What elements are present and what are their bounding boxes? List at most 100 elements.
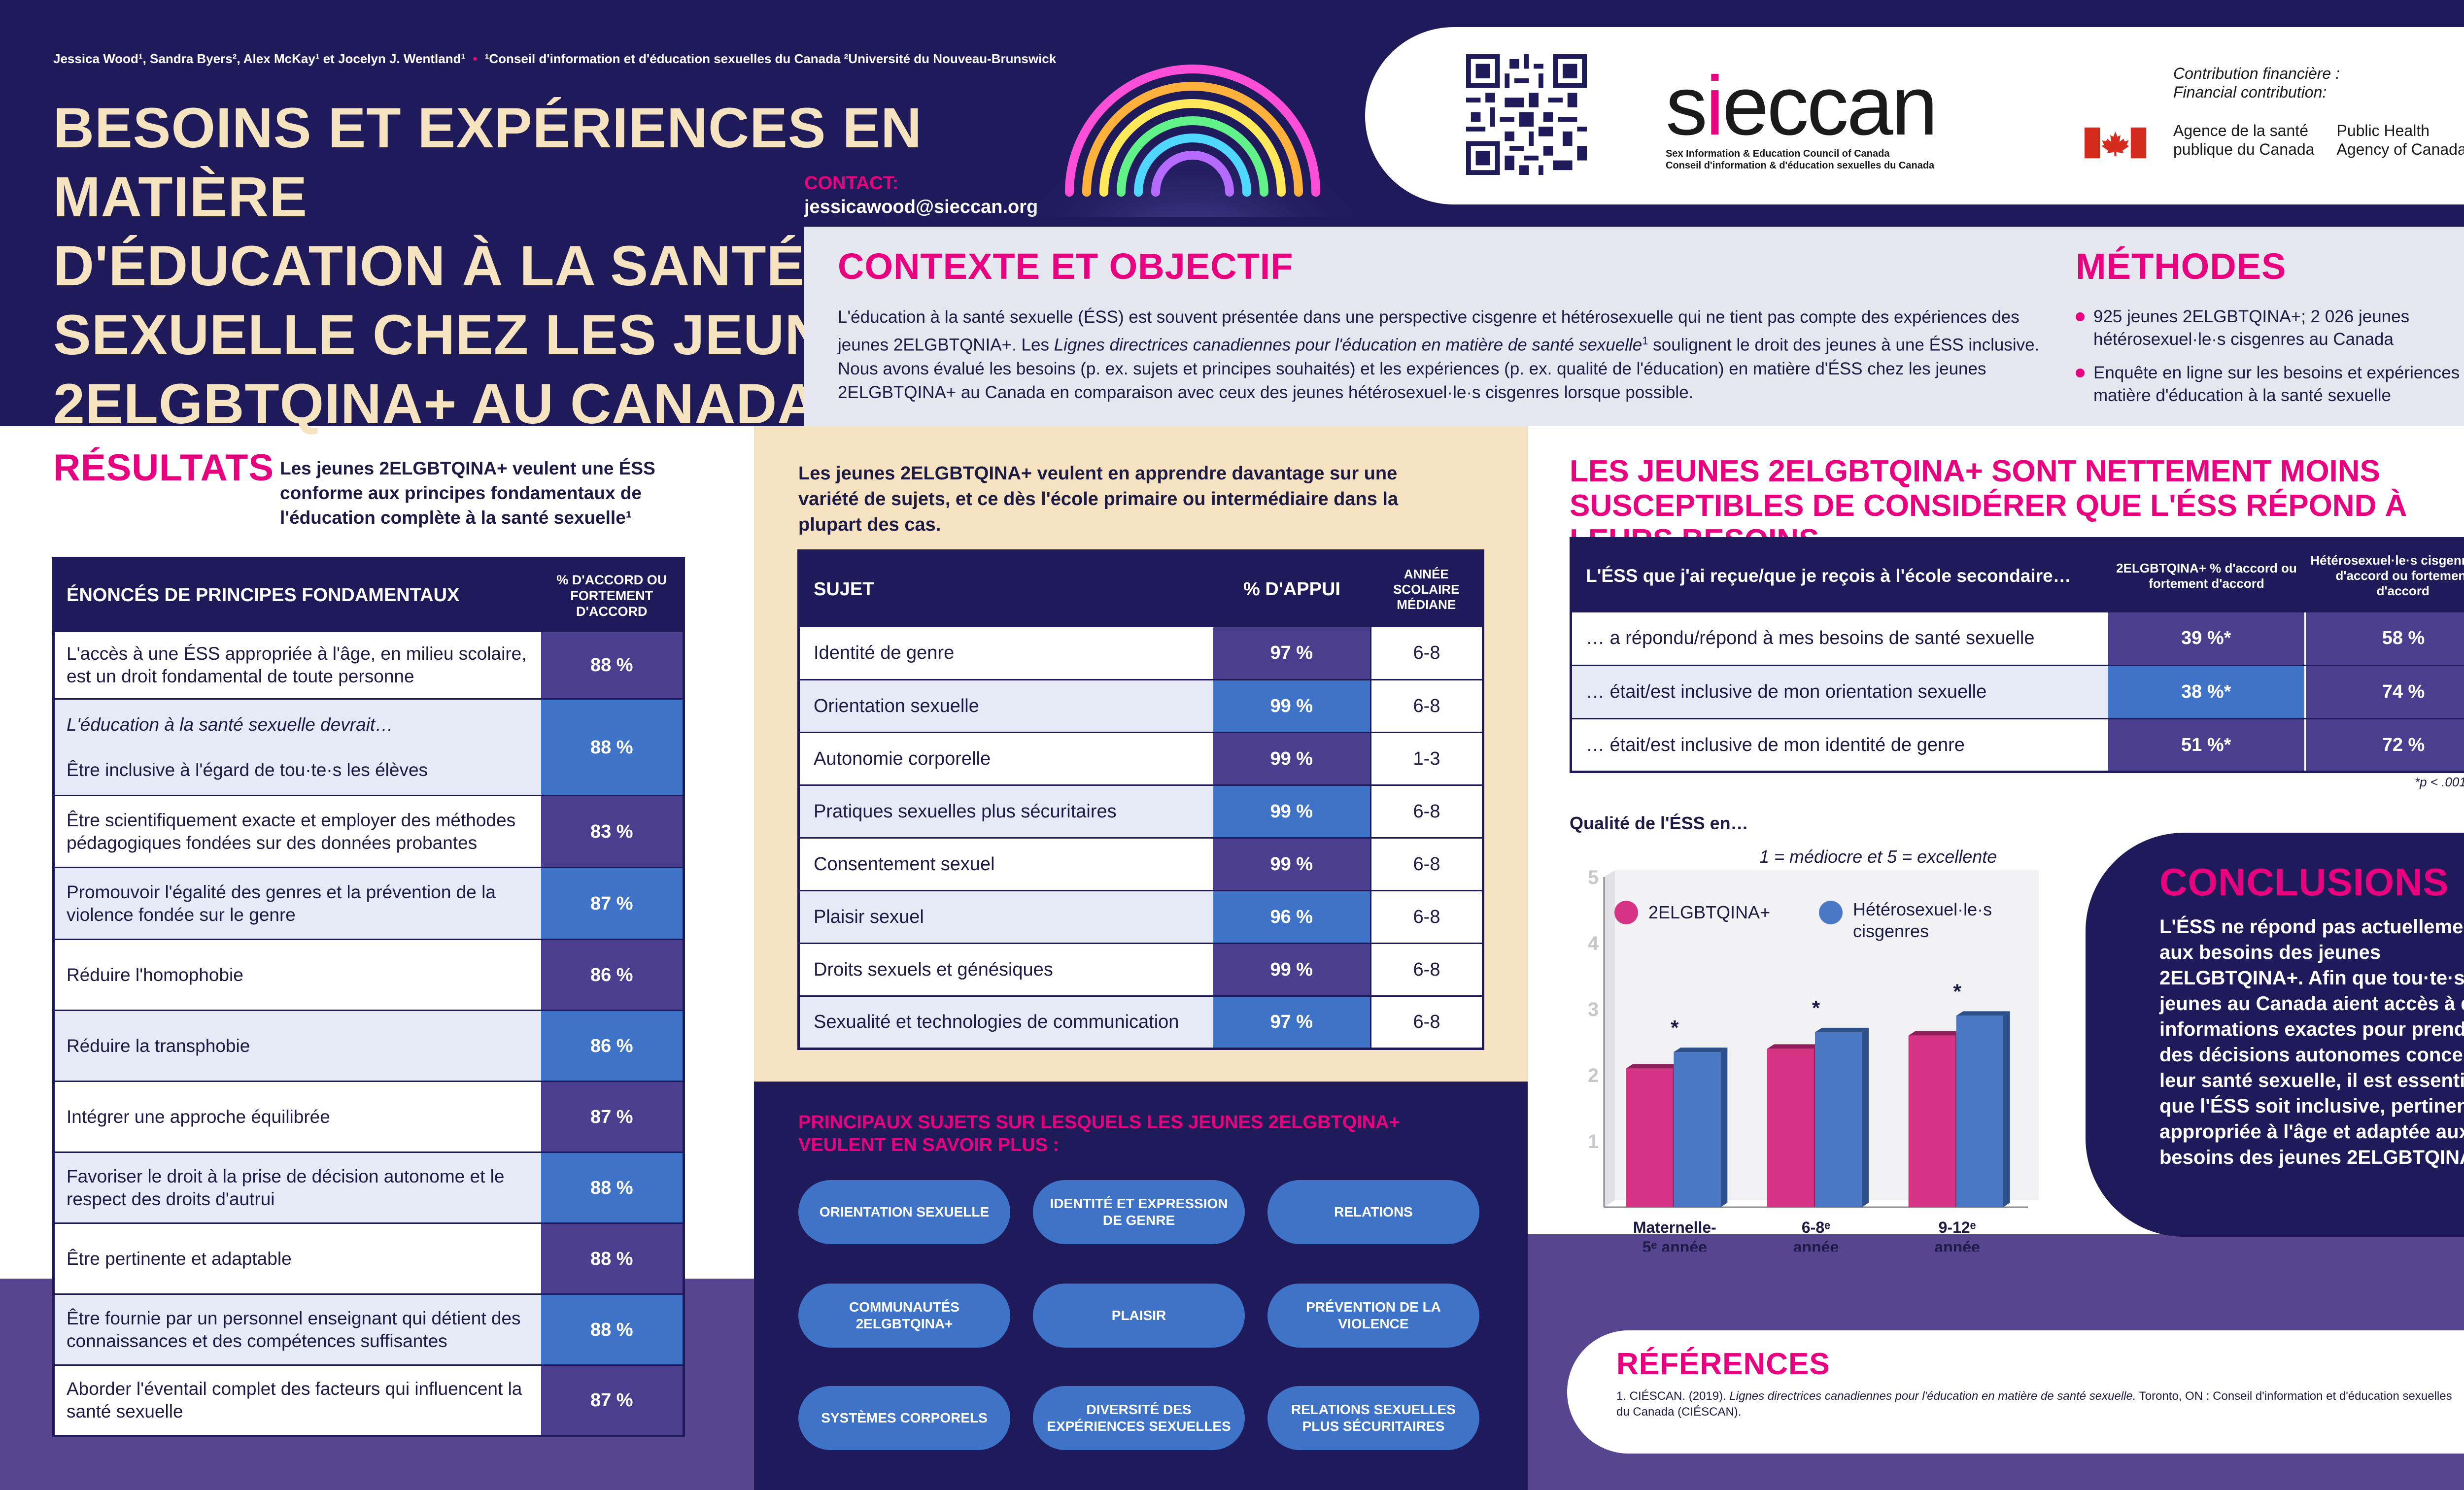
contact-label: CONTACT: — [804, 173, 899, 194]
topic-pill: COMMUNAUTÉS 2ELGBTQINA+ — [798, 1284, 1010, 1348]
table-row: Intégrer une approche équilibrée 87 % — [53, 1081, 684, 1153]
bar — [1956, 1016, 2003, 1207]
title-line: SEXUELLE CHEZ LES JEUNES — [53, 304, 903, 367]
agency-name-en: Public Health Agency of Canada — [2336, 122, 2464, 158]
column-header: SUJET — [798, 550, 1213, 627]
methods-heading: MÉTHODES — [2076, 246, 2287, 287]
references-panel — [1567, 1330, 2464, 1454]
topics-table: SUJET % D'APPUI ANNÉE SCOLAIRE MÉDIANE I… — [797, 549, 1484, 1050]
methods-item: Enquête en ligne sur les besoins et expé… — [2076, 362, 2464, 407]
x-tick-label: 9-12ᵉ année — [1934, 1219, 1980, 1252]
column-header: ÉNONCÉS DE PRINCIPES FONDAMENTAUX — [53, 558, 541, 632]
bar-top — [1674, 1048, 1728, 1052]
canada-flag-icon — [2085, 127, 2146, 159]
legend-label: Hétérosexuel·le·s cisgenres — [1853, 899, 1992, 941]
contact-email[interactable]: jessicawood@sieccan.org — [804, 197, 1038, 217]
sieccan-subtitle-en: Sex Information & Education Council of C… — [1666, 148, 1890, 159]
needs-table: L'ÉSS que j'ai reçue/que je reçois à l'é… — [1570, 537, 2464, 773]
significance-marker: * — [1953, 980, 1961, 1003]
chart-subtitle: 1 = médiocre et 5 = excellente — [1759, 847, 1997, 867]
table-row: Autonomie corporelle 99 % 1-3 — [798, 732, 1483, 786]
topic-pill: SYSTÈMES CORPORELS — [798, 1386, 1010, 1450]
topics-subtitle: Les jeunes 2ELGBTQINA+ veulent en appren… — [798, 463, 1399, 535]
topic-pill: RELATIONS SEXUELLES PLUS SÉCURITAIRES — [1267, 1386, 1479, 1450]
funding-label-en: Financial contribution: — [2173, 83, 2327, 101]
column-header: % D'ACCORD OU FORTEMENT D'ACCORD — [541, 558, 684, 632]
legend-label: 2ELGBTQINA+ — [1648, 902, 1770, 922]
context-methods-band — [804, 227, 2464, 426]
table-row: Être fournie par un personnel enseignant… — [53, 1294, 684, 1366]
column-header: L'ÉSS que j'ai reçue/que je reçois à l'é… — [1571, 538, 2108, 612]
agency-name-fr: Agence de la santé publique du Canada — [2173, 122, 2315, 158]
authors-line: Jessica Wood¹, Sandra Byers², Alex McKay… — [53, 51, 1187, 67]
bar — [1908, 1035, 1955, 1207]
bar-top — [1767, 1044, 1821, 1049]
bar-top — [1956, 1011, 2010, 1016]
significance-marker: * — [1671, 1016, 1679, 1039]
x-tick-label: Maternelle-5ᵉ année — [1633, 1219, 1716, 1252]
column-header: % D'APPUI — [1213, 550, 1371, 627]
table-row: … était/est inclusive de mon identité de… — [1571, 718, 2464, 773]
y-tick-label: 2 — [1588, 1065, 1599, 1086]
table-row: Droits sexuels et génésiques 99 % 6-8 — [798, 943, 1483, 997]
table-row: Aborder l'éventail complet des facteurs … — [53, 1365, 684, 1437]
table-header-row: ÉNONCÉS DE PRINCIPES FONDAMENTAUX % D'AC… — [53, 558, 684, 632]
table-row: Plaisir sexuel 96 % 6-8 — [798, 890, 1483, 944]
y-tick-label: 1 — [1588, 1131, 1599, 1152]
table-row: … a répondu/répond à mes besoins de sant… — [1571, 612, 2464, 666]
table-row: Être pertinente et adaptable 88 % — [53, 1223, 684, 1295]
methods-item: 925 jeunes 2ELGBTQINA+; 2 026 jeunes hét… — [2076, 305, 2464, 351]
bar-top — [1626, 1064, 1680, 1069]
results-subtitle: Les jeunes 2ELGBTQINA+ veulent une ÉSS c… — [280, 458, 655, 528]
conclusions-heading: CONCLUSIONS — [2159, 860, 2449, 904]
results-heading: RÉSULTATS — [53, 447, 274, 489]
contact-block: CONTACT: jessicawood@sieccan.org — [804, 171, 1080, 219]
context-heading: CONTEXTE ET OBJECTIF — [838, 246, 1294, 287]
bar-top — [1815, 1027, 1869, 1032]
references-heading: RÉFÉRENCES — [1616, 1347, 1830, 1381]
legend-marker — [1614, 901, 1638, 924]
table-row: Promouvoir l'égalité des genres et la pr… — [53, 867, 684, 940]
conclusions-text: L'ÉSS ne répond pas actuellement aux bes… — [2159, 916, 2464, 1168]
main-topics-heading: PRINCIPAUX SUJETS SUR LESQUELS LES JEUNE… — [798, 1112, 1400, 1155]
table-row: Consentement sexuel 99 % 6-8 — [798, 838, 1483, 891]
chart-side-wall — [1604, 870, 1615, 1207]
topic-pill: IDENTITÉ ET EXPRESSION DE GENRE — [1033, 1180, 1245, 1244]
column-header: ANNÉE SCOLAIRE MÉDIANE — [1370, 550, 1483, 627]
reference-item: 1. CIÉSCAN. (2019). Lignes directrices c… — [1616, 1389, 2452, 1419]
topic-pill: PRÉVENTION DE LA VIOLENCE — [1267, 1284, 1479, 1348]
legend-marker — [1819, 901, 1843, 924]
y-tick-label: 4 — [1588, 933, 1599, 954]
column-header: Hétérosexuel·le·s cisgenres % d'accord o… — [2305, 538, 2464, 612]
bar — [1767, 1049, 1814, 1207]
title-line: BESOINS ET EXPÉRIENCES EN MATIÈRE — [53, 97, 923, 229]
sieccan-subtitle-fr: Conseil d'information & d'éducation sexu… — [1666, 160, 1935, 171]
bar-side — [1862, 1027, 1869, 1207]
sieccan-logo: sieccan Sex Information & Education Coun… — [1666, 64, 1981, 177]
methods-list: 925 jeunes 2ELGBTQINA+; 2 026 jeunes hét… — [2076, 305, 2464, 418]
sieccan-wordmark: sieccan — [1666, 59, 1938, 153]
topic-pill: DIVERSITÉ DES EXPÉRIENCES SEXUELLES — [1033, 1386, 1245, 1450]
significance-note: *p < .001 — [2415, 775, 2464, 789]
table-row: Être scientifiquement exacte et employer… — [53, 795, 684, 868]
topic-pill: PLAISIR — [1033, 1284, 1245, 1348]
table-row: L'accès à une ÉSS appropriée à l'âge, en… — [53, 632, 684, 700]
table-row: … était/est inclusive de mon orientation… — [1571, 665, 2464, 719]
bar-top — [1908, 1031, 1962, 1036]
principles-table: ÉNONCÉS DE PRINCIPES FONDAMENTAUX % D'AC… — [52, 557, 685, 1437]
topic-pill: RELATIONS — [1267, 1180, 1479, 1244]
context-paragraph: L'éducation à la santé sexuelle (ÉSS) es… — [838, 307, 2040, 402]
table-row: Favoriser le droit à la prise de décisio… — [53, 1152, 684, 1224]
table-row: Orientation sexuelle 99 % 6-8 — [798, 679, 1483, 733]
quality-bar-chart: 1 2 3 4 5 2ELGBTQINA+ Hétérosexuel·le·s cisgenr… — [1588, 867, 2039, 1252]
table-row: Réduire la transphobie 86 % — [53, 1010, 684, 1082]
table-row: L'éducation à la santé sexuelle devrait…… — [53, 699, 684, 796]
funding-block: Contribution financière : Financial cont… — [2085, 64, 2464, 159]
bar-side — [1720, 1048, 1728, 1207]
chart-title: Qualité de l'ÉSS en… — [1570, 813, 1748, 833]
bar-side — [2003, 1011, 2010, 1207]
column-header: 2ELGBTQINA+ % d'accord ou fortement d'ac… — [2108, 538, 2305, 612]
table-header-row: L'ÉSS que j'ai reçue/que je reçois à l'é… — [1571, 538, 2464, 612]
bar — [1815, 1032, 1862, 1207]
qr-code-icon[interactable] — [1466, 54, 1587, 175]
